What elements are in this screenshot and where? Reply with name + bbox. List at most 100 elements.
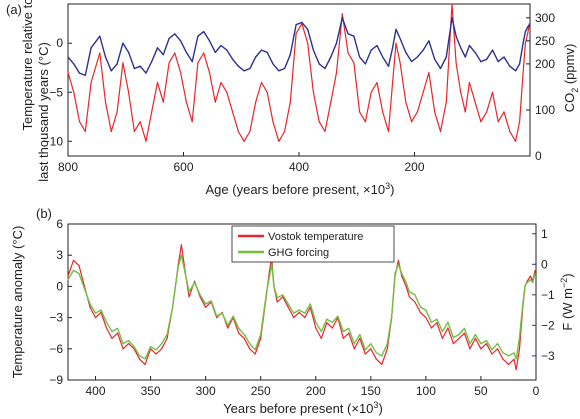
panel-b-point-vostok-temperature [111, 337, 113, 339]
panel-b-point-ghg-forcing [515, 358, 517, 360]
panel-b-point-vostok-temperature [441, 337, 443, 339]
panel-a-point-series-0 [128, 91, 130, 93]
panel-b-point-ghg-forcing [496, 343, 499, 345]
panel-a-point-series-1 [84, 74, 86, 76]
panel-b-left-tick-label: −6 [49, 342, 63, 356]
panel-a-point-series-1 [515, 70, 517, 72]
panel-b-x-tick-label: 200 [306, 384, 326, 398]
panel-b-point-ghg-forcing [436, 318, 438, 320]
panel-a-point-series-1 [278, 70, 280, 72]
panel-b-point-vostok-temperature [89, 306, 91, 308]
panel-a-point-series-0 [237, 130, 239, 133]
panel-a-point-series-1 [519, 63, 521, 65]
panel-a-point-series-1 [480, 61, 482, 63]
panel-b-point-ghg-forcing [326, 318, 328, 320]
panel-b-point-vostok-temperature [480, 348, 482, 350]
panel-b-point-vostok-temperature [304, 317, 306, 319]
panel-b-point-ghg-forcing [232, 315, 234, 317]
panel-b-point-vostok-temperature [491, 353, 493, 355]
panel-b-point-vostok-temperature [298, 311, 300, 313]
panel-a-point-series-0 [497, 121, 499, 123]
panel-b-point-vostok-temperature [348, 332, 350, 334]
panel-a-point-series-1 [411, 61, 413, 63]
panel-b-point-ghg-forcing [199, 294, 201, 296]
panel-a-point-series-0 [260, 81, 263, 84]
panel-a-point-series-0 [335, 72, 338, 74]
panel-a-point-series-0 [392, 81, 394, 84]
panel-b-point-ghg-forcing [359, 333, 361, 336]
panel-b-point-ghg-forcing [238, 327, 240, 329]
panel-a-point-series-0 [284, 130, 286, 133]
panel-b-point-vostok-temperature [155, 353, 157, 355]
panel-b-point-ghg-forcing [227, 324, 229, 326]
panel-b-point-vostok-temperature [194, 280, 196, 282]
panel-b-point-vostok-temperature [166, 337, 168, 339]
panel-a-point-series-0 [197, 62, 199, 64]
panel-a-right-tick-label: 100 [535, 103, 555, 117]
panel-a-point-series-0 [405, 101, 407, 103]
panel-a-point-series-1 [376, 44, 378, 47]
panel-a-point-series-1 [445, 56, 447, 58]
panel-b-point-ghg-forcing [526, 282, 528, 284]
panel-b-point-vostok-temperature [260, 337, 262, 339]
panel-b-point-ghg-forcing [320, 330, 322, 333]
panel-a-point-series-0 [110, 130, 112, 133]
panel-b-point-vostok-temperature [430, 327, 432, 329]
panel-a-point-series-1 [522, 42, 524, 44]
panel-b-right-tick-label: 0 [541, 257, 548, 271]
panel-b-point-ghg-forcing [337, 315, 339, 317]
panel-a-point-series-0 [519, 121, 521, 123]
panel-b-left-tick-label: 6 [56, 217, 63, 231]
legend-label-vostok-temperature: Vostok temperature [268, 231, 363, 243]
panel-b-point-ghg-forcing [117, 327, 119, 329]
panel-b-point-ghg-forcing [78, 272, 80, 275]
panel-a-point-series-0 [376, 81, 378, 84]
panel-a-point-series-1 [486, 58, 488, 60]
panel-a-point-series-0 [255, 101, 257, 103]
panel-b-point-vostok-temperature [78, 265, 80, 267]
panel-b-point-ghg-forcing [89, 303, 91, 305]
panel-a-point-series-1 [162, 54, 164, 56]
panel-a-point-series-1 [382, 56, 384, 58]
panel-a-point-series-1 [116, 63, 118, 65]
panel-a-point-series-1 [168, 37, 170, 40]
panel-a-point-series-1 [524, 31, 527, 33]
panel-a-point-series-1 [260, 49, 263, 51]
panel-a-point-series-0 [491, 91, 494, 93]
panel-a-point-series-0 [522, 72, 524, 74]
panel-b-x-tick-label: 50 [474, 384, 488, 398]
panel-a-point-series-0 [455, 62, 457, 64]
panel-a-point-series-0 [411, 121, 413, 123]
panel-b-point-ghg-forcing [348, 327, 350, 329]
panel-b-point-vostok-temperature [342, 337, 344, 339]
panel-a-point-series-0 [527, 32, 529, 35]
panel-a-point-series-1 [434, 58, 436, 60]
panel-b-point-vostok-temperature [139, 358, 141, 360]
panel-a-point-series-1 [203, 31, 205, 33]
panel-a-point-series-0 [515, 140, 517, 142]
panel-b-point-vostok-temperature [381, 363, 383, 365]
panel-a-point-series-0 [116, 111, 118, 113]
panel-b-point-vostok-temperature [128, 343, 130, 345]
panel-b-point-vostok-temperature [287, 306, 289, 308]
panel-b-point-ghg-forcing [298, 309, 300, 311]
panel-a-point-series-1 [341, 17, 343, 19]
panel-a-point-series-1 [73, 63, 75, 65]
panel-a-point-series-0 [122, 62, 124, 64]
panel-a-point-series-1 [191, 61, 193, 63]
panel-a-point-series-1 [156, 47, 159, 49]
panel-b-point-vostok-temperature [122, 348, 124, 350]
panel-b-point-vostok-temperature [496, 348, 499, 350]
panel-a-point-series-1 [395, 28, 397, 30]
panel-a-point-series-1 [104, 56, 107, 58]
panel-b-point-ghg-forcing [249, 343, 251, 345]
panel-b-line-vostok-temperature [67, 244, 536, 371]
panel-a-point-series-1 [232, 58, 234, 60]
panel-a-point-series-0 [451, 3, 453, 5]
panel-b-legend: Vostok temperature GHG forcing [231, 225, 395, 263]
panel-b-point-vostok-temperature [507, 363, 510, 365]
panel-a-point-series-0 [382, 111, 384, 113]
panel-a-point-series-0 [359, 111, 361, 113]
panel-a-point-series-1 [399, 37, 401, 40]
panel-a-frame [67, 3, 531, 157]
